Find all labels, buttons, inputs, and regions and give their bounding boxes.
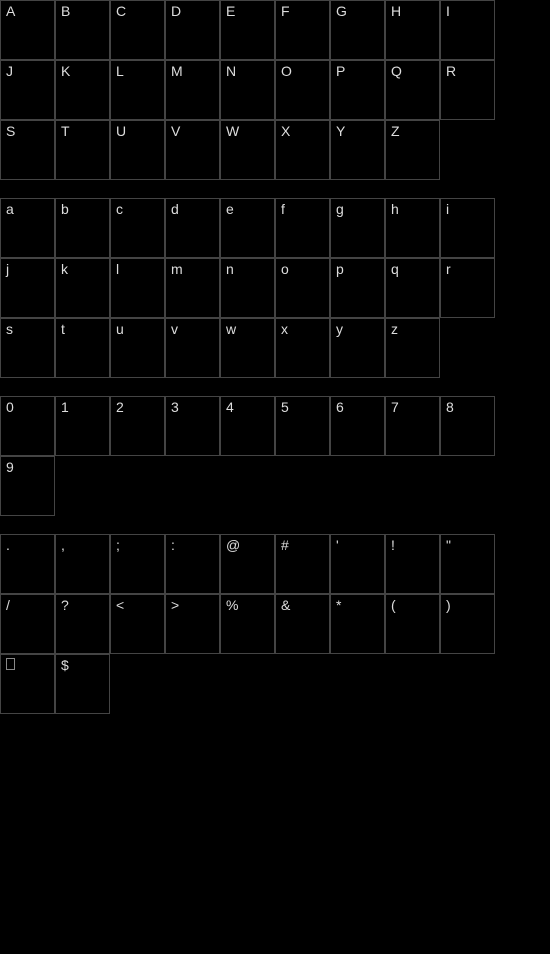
- glyph-cell: V: [165, 120, 220, 180]
- glyph-cell: ': [330, 534, 385, 594]
- glyph-cell: M: [165, 60, 220, 120]
- glyph-cell: T: [55, 120, 110, 180]
- glyph-cell: S: [0, 120, 55, 180]
- glyph-cell: o: [275, 258, 330, 318]
- glyph-cell: m: [165, 258, 220, 318]
- glyph-cell: s: [0, 318, 55, 378]
- glyph-cell: #: [275, 534, 330, 594]
- glyph-cell: z: [385, 318, 440, 378]
- glyph-cell: N: [220, 60, 275, 120]
- glyph-cell: g: [330, 198, 385, 258]
- glyph-cell: h: [385, 198, 440, 258]
- glyph-cell: .: [0, 534, 55, 594]
- glyph-cell: 3: [165, 396, 220, 456]
- glyph-cell: ;: [110, 534, 165, 594]
- glyph-cell: 1: [55, 396, 110, 456]
- glyph-cell: k: [55, 258, 110, 318]
- glyph-cell: J: [0, 60, 55, 120]
- glyph-cell: C: [110, 0, 165, 60]
- glyph-cell: 4: [220, 396, 275, 456]
- glyph-cell: /: [0, 594, 55, 654]
- glyph-cell: @: [220, 534, 275, 594]
- glyph-cell: *: [330, 594, 385, 654]
- glyph-cell: A: [0, 0, 55, 60]
- glyph-cell: r: [440, 258, 495, 318]
- glyph-cell: 0: [0, 396, 55, 456]
- section-gap: [0, 180, 550, 198]
- glyph-cell: B: [55, 0, 110, 60]
- glyph-cell: G: [330, 0, 385, 60]
- glyph-cell: e: [220, 198, 275, 258]
- glyph-cell: <: [110, 594, 165, 654]
- glyph-cell: t: [55, 318, 110, 378]
- glyph-cell: p: [330, 258, 385, 318]
- glyph-cell: ": [440, 534, 495, 594]
- glyph-cell: b: [55, 198, 110, 258]
- glyph-cell: O: [275, 60, 330, 120]
- glyph-cell: H: [385, 0, 440, 60]
- glyph-cell: E: [220, 0, 275, 60]
- character-map: ABCDEFGHI JKLMNOPQR STUVWXYZabcdefghi jklmn…: [0, 0, 550, 714]
- glyph-cell: Q: [385, 60, 440, 120]
- glyph-cell: v: [165, 318, 220, 378]
- glyph-cell: q: [385, 258, 440, 318]
- glyph-cell: d: [165, 198, 220, 258]
- glyph-cell: P: [330, 60, 385, 120]
- glyph-cell: >: [165, 594, 220, 654]
- section-gap: [0, 516, 550, 534]
- glyph-cell: l: [110, 258, 165, 318]
- glyph-cell: :: [165, 534, 220, 594]
- glyph-cell: X: [275, 120, 330, 180]
- glyph-cell: L: [110, 60, 165, 120]
- glyph-cell: %: [220, 594, 275, 654]
- glyph-cell: 9: [0, 456, 55, 516]
- glyph-cell: K: [55, 60, 110, 120]
- glyph-cell: D: [165, 0, 220, 60]
- glyph-cell: 6: [330, 396, 385, 456]
- glyph-cell: 5: [275, 396, 330, 456]
- section-lowercase: abcdefghi jklmnopqr stuvwxyz: [0, 198, 495, 378]
- glyph-cell: ?: [55, 594, 110, 654]
- glyph-cell: [0, 654, 55, 714]
- glyph-cell: F: [275, 0, 330, 60]
- glyph-cell: R: [440, 60, 495, 120]
- glyph-cell: j: [0, 258, 55, 318]
- glyph-cell: y: [330, 318, 385, 378]
- glyph-cell: n: [220, 258, 275, 318]
- glyph-cell: (: [385, 594, 440, 654]
- glyph-cell: W: [220, 120, 275, 180]
- glyph-cell: 7: [385, 396, 440, 456]
- glyph-cell: !: [385, 534, 440, 594]
- glyph-cell: a: [0, 198, 55, 258]
- missing-glyph-icon: [6, 658, 15, 670]
- glyph-cell: c: [110, 198, 165, 258]
- glyph-cell: w: [220, 318, 275, 378]
- section-digits: 012345678 9: [0, 396, 495, 516]
- glyph-cell: 2: [110, 396, 165, 456]
- glyph-cell: i: [440, 198, 495, 258]
- glyph-cell: f: [275, 198, 330, 258]
- section-uppercase: ABCDEFGHI JKLMNOPQR STUVWXYZ: [0, 0, 495, 180]
- glyph-cell: U: [110, 120, 165, 180]
- glyph-cell: x: [275, 318, 330, 378]
- section-symbols: .,;:@#'!" /?<>%&*() $: [0, 534, 495, 714]
- glyph-cell: Z: [385, 120, 440, 180]
- section-gap: [0, 378, 550, 396]
- glyph-cell: ,: [55, 534, 110, 594]
- glyph-cell: 8: [440, 396, 495, 456]
- glyph-cell: Y: [330, 120, 385, 180]
- glyph-cell: &: [275, 594, 330, 654]
- glyph-cell: I: [440, 0, 495, 60]
- glyph-cell: ): [440, 594, 495, 654]
- glyph-cell: u: [110, 318, 165, 378]
- glyph-cell: $: [55, 654, 110, 714]
